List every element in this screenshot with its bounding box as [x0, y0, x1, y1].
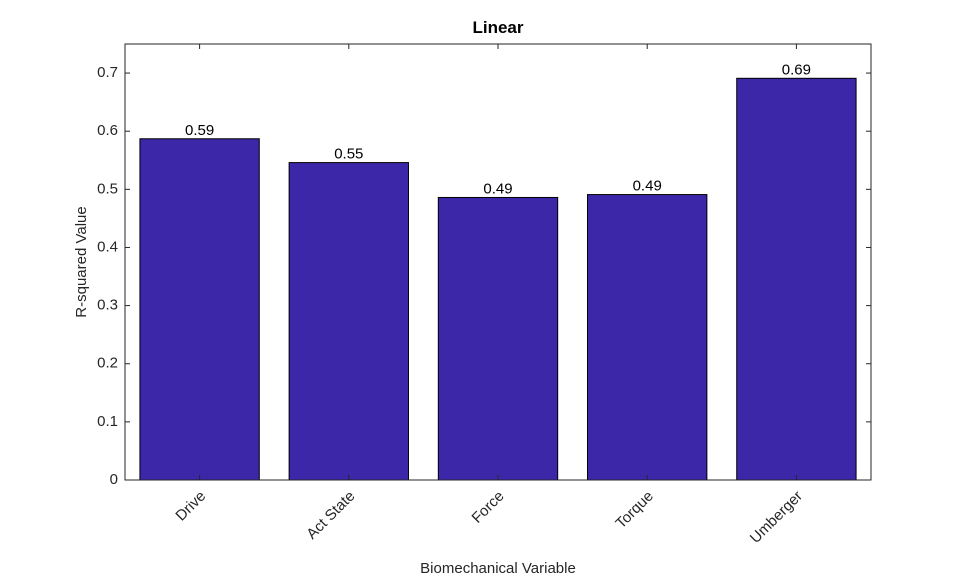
y-tick-label: 0	[110, 471, 118, 488]
x-tick-label: Act State	[303, 488, 358, 543]
x-tick-label: Torque	[612, 488, 656, 532]
bar-value-label: 0.69	[782, 61, 811, 78]
bar-4	[736, 77, 857, 481]
x-tick-label: Force	[469, 488, 508, 527]
bar-value-label: 0.59	[185, 122, 214, 139]
bars-layer: 0.59 0.55 0.49 0.49 0.69	[139, 61, 857, 481]
bar-3	[587, 194, 708, 481]
y-tick-label: 0.7	[97, 64, 118, 81]
bar-2	[437, 196, 559, 481]
bar-value-label: 0.55	[334, 146, 363, 163]
bar-value-label: 0.49	[483, 180, 512, 197]
y-tick-label: 0.1	[97, 413, 118, 430]
bar-0	[139, 138, 260, 481]
chart-title: Linear	[472, 18, 523, 37]
y-axis-label: R-squared Value	[73, 206, 90, 317]
y-tick-label: 0.2	[97, 355, 118, 372]
y-tick-label: 0.5	[97, 180, 118, 197]
y-tick-label: 0.3	[97, 297, 118, 314]
y-tick-label: 0.6	[97, 122, 118, 139]
x-axis-label: Biomechanical Variable	[420, 560, 576, 577]
y-tick-label: 0.4	[97, 238, 118, 255]
x-tick-label: Umberger	[747, 488, 806, 547]
bar-value-label: 0.49	[633, 178, 662, 195]
x-tick-label: Drive	[172, 488, 209, 525]
bar-1	[288, 162, 409, 481]
